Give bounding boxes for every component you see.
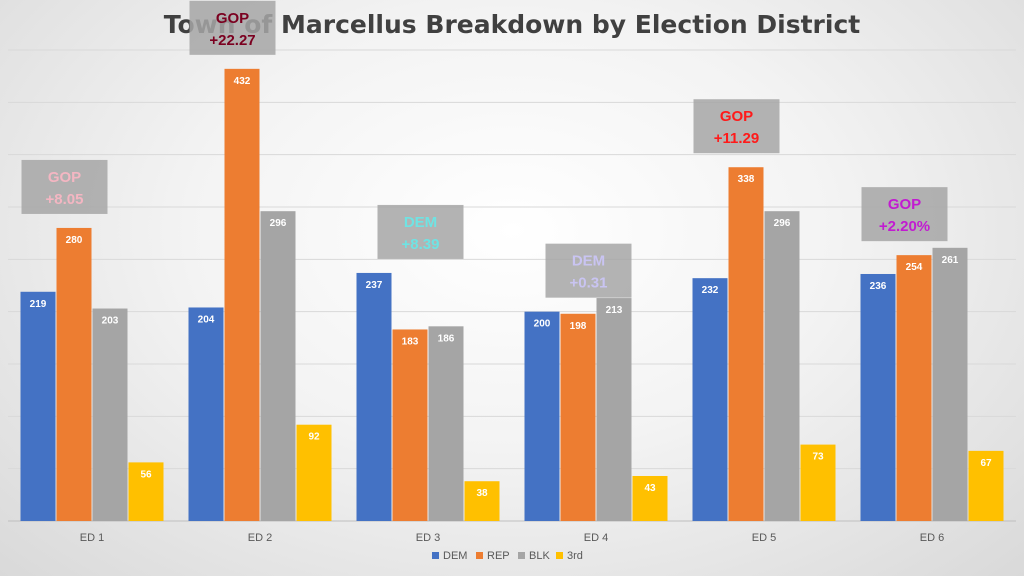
data-label: 43 <box>644 483 656 494</box>
data-label: 236 <box>870 281 887 292</box>
bar-rep-6 <box>896 255 932 521</box>
bar-blk-5 <box>764 211 800 522</box>
data-label: 200 <box>534 319 551 330</box>
legend-label-rep: REP <box>487 550 510 562</box>
bar-rep-1 <box>56 227 92 521</box>
annotation-box <box>189 0 276 55</box>
annotation-margin: +0.31 <box>570 275 608 292</box>
annotation-party: GOP <box>216 10 249 27</box>
annotation-box <box>21 159 108 214</box>
bar-rep-3 <box>392 329 428 521</box>
x-tick-label: ED 2 <box>248 532 272 544</box>
bar-rep-2 <box>224 68 260 521</box>
bar-3rd-2 <box>296 424 332 521</box>
annotation-box <box>545 243 632 298</box>
x-tick-label: ED 6 <box>920 532 944 544</box>
annotation-box <box>377 204 464 259</box>
annotation-box <box>693 99 780 154</box>
bar-3rd-1 <box>128 462 164 521</box>
bar-3rd-3 <box>464 481 500 521</box>
bar-dem-2 <box>188 307 224 521</box>
data-label: 254 <box>906 262 923 273</box>
bar-dem-6 <box>860 273 896 521</box>
data-label: 186 <box>438 333 455 344</box>
data-label: 92 <box>308 432 320 443</box>
bar-dem-1 <box>20 291 56 521</box>
x-tick-label: ED 3 <box>416 532 440 544</box>
bar-blk-1 <box>92 308 128 521</box>
data-label: 213 <box>606 305 623 316</box>
bar-blk-2 <box>260 211 296 522</box>
bar-dem-4 <box>524 311 560 521</box>
data-label: 183 <box>402 336 419 347</box>
data-label: 296 <box>774 218 791 229</box>
bar-rep-4 <box>560 313 596 521</box>
bar-3rd-5 <box>800 444 836 521</box>
bar-dem-5 <box>692 278 728 521</box>
legend-label-dem: DEM <box>443 550 467 562</box>
annotation-party: GOP <box>48 169 81 186</box>
legend-label-3rd: 3rd <box>567 550 583 562</box>
data-label: 56 <box>140 469 152 480</box>
data-label: 219 <box>30 299 47 310</box>
x-tick-label: ED 1 <box>80 532 104 544</box>
data-label: 280 <box>66 235 83 246</box>
annotation-margin: +22.27 <box>209 32 255 49</box>
data-label: 73 <box>812 452 824 463</box>
data-label: 237 <box>366 280 383 291</box>
bar-3rd-4 <box>632 475 668 521</box>
data-label: 432 <box>234 76 251 87</box>
annotation-margin: +8.05 <box>46 191 84 208</box>
chart-title: Town of Marcellus Breakdown by Election … <box>163 10 861 39</box>
legend-swatch-3rd <box>556 552 563 559</box>
bar-blk-3 <box>428 326 464 521</box>
legend-swatch-dem <box>432 552 439 559</box>
data-label: 338 <box>738 174 755 185</box>
annotation-party: GOP <box>888 196 921 213</box>
bar-rep-5 <box>728 167 764 521</box>
data-label: 38 <box>476 488 488 499</box>
annotation-margin: +2.20% <box>879 218 930 235</box>
x-tick-label: ED 4 <box>584 532 608 544</box>
annotation-party: DEM <box>404 214 437 231</box>
bar-3rd-6 <box>968 450 1004 521</box>
data-label: 203 <box>102 316 119 327</box>
data-label: 198 <box>570 321 587 332</box>
data-label: 204 <box>198 314 215 325</box>
bar-blk-4 <box>596 298 632 521</box>
annotation-margin: +11.29 <box>714 130 759 147</box>
annotation-party: GOP <box>720 108 753 125</box>
x-tick-label: ED 5 <box>752 532 776 544</box>
data-label: 67 <box>980 458 992 469</box>
data-label: 261 <box>942 255 959 266</box>
annotation-margin: +8.39 <box>402 236 440 253</box>
annotation-party: DEM <box>572 253 605 270</box>
data-label: 296 <box>270 218 287 229</box>
legend-swatch-blk <box>518 552 525 559</box>
bar-blk-6 <box>932 247 968 521</box>
annotation-box <box>861 187 948 242</box>
data-label: 232 <box>702 285 719 296</box>
legend-swatch-rep <box>476 552 483 559</box>
bar-dem-3 <box>356 272 392 521</box>
legend-label-blk: BLK <box>529 550 550 562</box>
